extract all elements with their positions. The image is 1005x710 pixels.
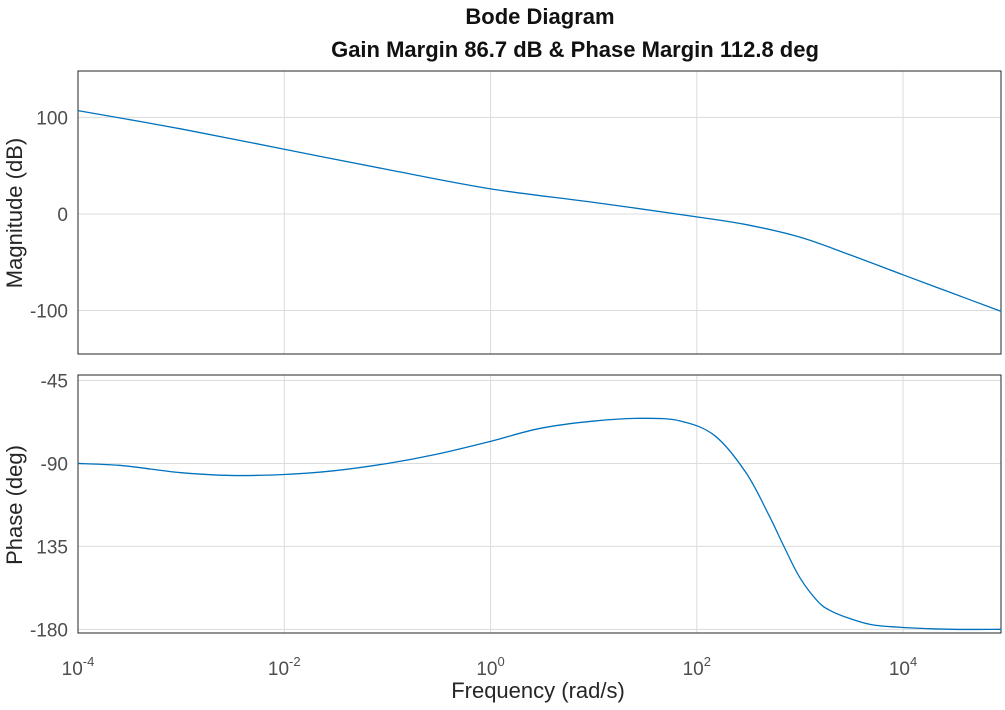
magnitude-y-tick-1: 0 bbox=[57, 205, 68, 226]
chart-title: Bode Diagram bbox=[465, 4, 614, 29]
magnitude-grid bbox=[78, 71, 1001, 354]
chart-subtitle: Gain Margin 86.7 dB & Phase Margin 112.8… bbox=[331, 37, 819, 62]
phase-line bbox=[77, 417, 1002, 631]
magnitude-axes-box bbox=[77, 70, 1002, 355]
x-tick-2: 100 bbox=[476, 654, 504, 680]
phase-y-tick-2: 135 bbox=[36, 537, 68, 558]
magnitude-y-tick-2: -100 bbox=[30, 302, 68, 323]
phase-axes-box bbox=[77, 374, 1002, 634]
x-tick-3: 102 bbox=[683, 654, 711, 680]
magnitude-line bbox=[77, 109, 1002, 313]
x-tick-0: 10-4 bbox=[62, 654, 95, 680]
phase-y-label: Phase (deg) bbox=[2, 445, 27, 565]
x-tick-4: 104 bbox=[889, 654, 917, 680]
phase-y-tick-3: -180 bbox=[30, 620, 68, 641]
x-tick-labels: 10-4 10-2 100 102 104 bbox=[62, 654, 918, 680]
phase-y-ticks: -45 -90 135 -180 bbox=[30, 372, 68, 642]
x-axis-label: Frequency (rad/s) bbox=[451, 678, 625, 703]
magnitude-panel: 100 0 -100 Magnitude (dB) bbox=[2, 70, 1002, 355]
magnitude-y-label: Magnitude (dB) bbox=[2, 138, 27, 288]
x-tick-1: 10-2 bbox=[268, 654, 301, 680]
magnitude-y-ticks: 100 0 -100 bbox=[30, 108, 68, 322]
phase-grid bbox=[78, 375, 1001, 633]
phase-y-tick-1: -90 bbox=[41, 454, 68, 475]
phase-panel: -45 -90 135 -180 Phase (deg) bbox=[2, 372, 1002, 642]
magnitude-y-tick-0: 100 bbox=[36, 108, 68, 129]
phase-y-tick-0: -45 bbox=[41, 372, 68, 393]
